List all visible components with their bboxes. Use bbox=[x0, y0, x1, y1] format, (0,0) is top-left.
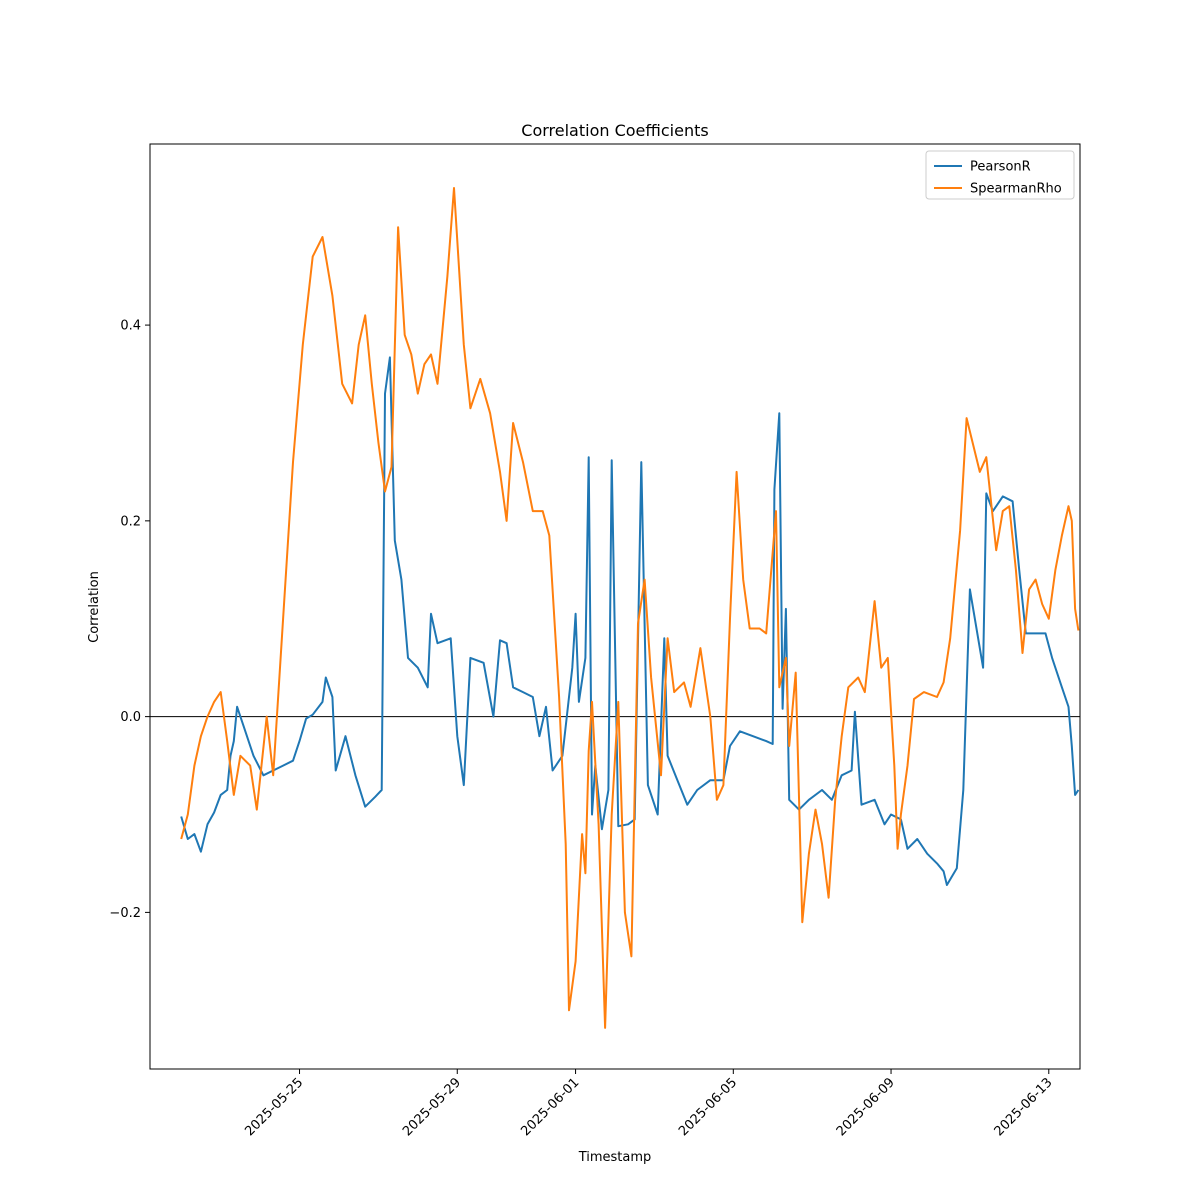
series-line-pearsonr bbox=[180, 356, 1080, 886]
x-axis-label: Timestamp bbox=[578, 1150, 652, 1165]
legend-label-spearmanrho: SpearmanRho bbox=[970, 182, 1062, 197]
legend-label-pearsonr: PearsonR bbox=[970, 160, 1031, 175]
y-tick-label: 0.2 bbox=[120, 514, 141, 529]
axes-frame bbox=[149, 143, 1081, 1070]
legend: PearsonR SpearmanRho bbox=[925, 150, 1075, 200]
chart-title: Correlation Coefficients bbox=[521, 121, 708, 140]
y-tick-label: 0.4 bbox=[120, 319, 141, 334]
y-axis: −0.2 0.0 0.2 0.4 bbox=[109, 319, 150, 921]
y-tick-label: 0.0 bbox=[120, 710, 141, 725]
y-tick-label: −0.2 bbox=[109, 906, 141, 921]
y-axis-label: Correlation bbox=[87, 571, 102, 643]
series-line-spearmanrho bbox=[180, 187, 1080, 1029]
plot-area bbox=[150, 187, 1080, 1029]
legend-box bbox=[925, 150, 1075, 200]
